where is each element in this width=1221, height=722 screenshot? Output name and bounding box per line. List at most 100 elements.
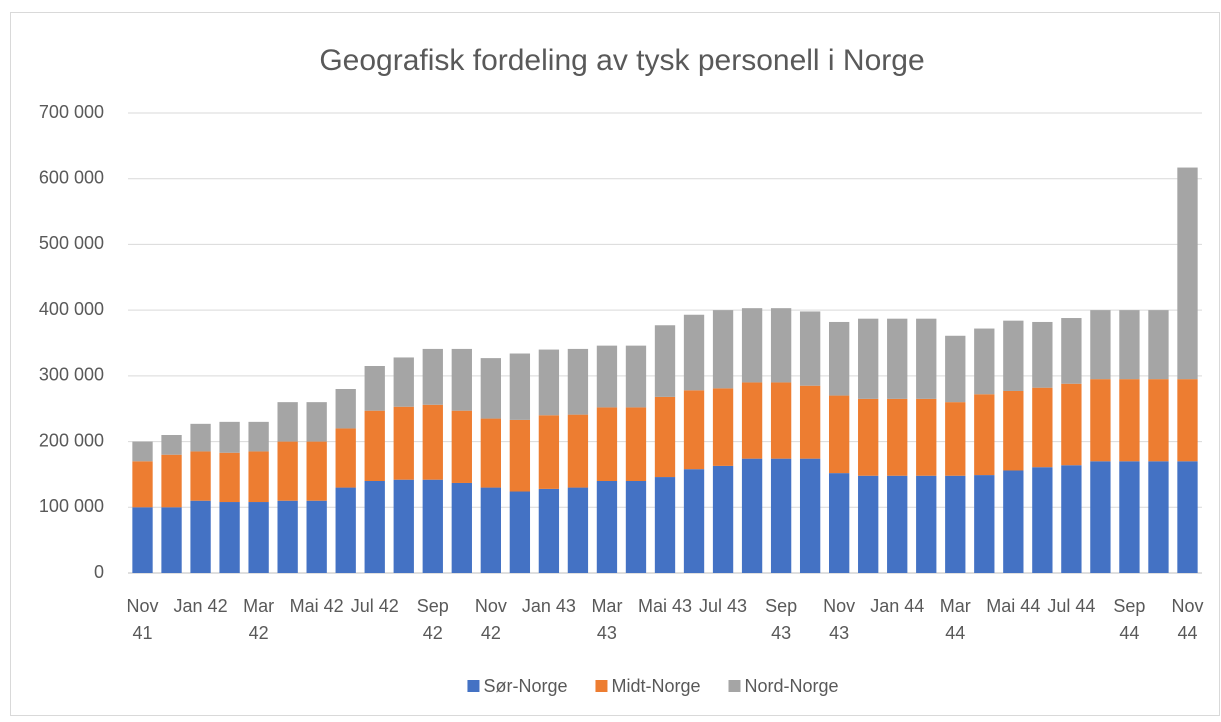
y-tick-label: 600 000 — [39, 167, 104, 187]
bar — [451, 482, 472, 573]
bar — [451, 348, 472, 411]
bar — [683, 469, 705, 573]
y-tick-label: 0 — [94, 562, 104, 582]
bar — [1003, 470, 1024, 573]
bar — [1032, 387, 1053, 468]
bar — [799, 385, 821, 459]
bar — [161, 507, 182, 573]
bar — [683, 390, 705, 470]
bar — [654, 325, 676, 397]
bar — [1090, 310, 1111, 380]
x-tick-label: Mai 44 — [986, 596, 1040, 616]
bar — [306, 402, 327, 442]
bar — [277, 500, 298, 573]
x-tick-label: Sep 42 — [417, 596, 449, 643]
y-tick-label: 400 000 — [39, 299, 104, 319]
bar — [1032, 321, 1053, 388]
bar — [1003, 320, 1024, 391]
bar — [799, 311, 821, 386]
bar — [132, 461, 153, 508]
x-tick-label: Jan 44 — [870, 596, 924, 616]
bar — [945, 335, 966, 403]
bar — [858, 398, 879, 476]
bar — [596, 481, 618, 573]
bar — [1061, 465, 1082, 573]
bar — [248, 451, 269, 503]
bar — [654, 396, 676, 478]
bar — [364, 410, 385, 481]
bar — [422, 348, 443, 405]
x-tick-label: Nov 44 — [1171, 596, 1203, 643]
bar — [132, 441, 153, 462]
bar — [1032, 467, 1053, 573]
bar — [277, 441, 298, 501]
bar — [306, 500, 327, 573]
bar — [219, 452, 240, 503]
bar — [480, 487, 501, 573]
bar — [422, 479, 443, 573]
bar — [190, 423, 211, 452]
x-tick-label: Mar 43 — [591, 596, 622, 643]
bar — [1090, 379, 1111, 462]
x-tick-label: Jul 44 — [1047, 596, 1095, 616]
bar — [625, 345, 647, 408]
x-tick-label: Mai 43 — [638, 596, 692, 616]
bar — [480, 358, 501, 419]
x-tick-label: Nov 42 — [475, 596, 507, 643]
bar — [248, 502, 269, 573]
x-tick-label: Jul 43 — [699, 596, 747, 616]
bar — [770, 308, 792, 383]
y-tick-label: 300 000 — [39, 365, 104, 385]
legend-swatch — [595, 680, 608, 692]
bar — [248, 421, 269, 452]
bar — [741, 458, 763, 573]
bar — [945, 402, 966, 476]
bar — [1148, 379, 1169, 462]
x-tick-label: Jan 42 — [174, 596, 228, 616]
bar — [451, 410, 472, 483]
bar — [625, 407, 647, 481]
y-tick-label: 700 000 — [39, 102, 104, 122]
legend-item: Sør-Norge — [467, 676, 567, 696]
bar — [161, 454, 182, 508]
bar — [567, 487, 589, 573]
bar — [567, 348, 589, 415]
bar — [887, 318, 908, 399]
bar — [945, 475, 966, 573]
x-tick-label: Mai 42 — [290, 596, 344, 616]
bar — [190, 451, 211, 501]
x-tick-label: Jul 42 — [351, 596, 399, 616]
bar — [306, 441, 327, 501]
bar — [829, 473, 850, 573]
bar — [829, 395, 850, 474]
bar — [1177, 461, 1198, 573]
bar — [741, 308, 763, 383]
bar — [161, 435, 182, 455]
bar — [741, 382, 763, 459]
x-tick-label: Sep 43 — [765, 596, 797, 643]
legend-item: Nord-Norge — [728, 676, 839, 696]
x-tick-label: Nov 43 — [823, 596, 855, 643]
bar — [887, 398, 908, 476]
bar — [393, 479, 414, 573]
bar — [538, 415, 560, 489]
bar — [422, 404, 443, 480]
bar — [1061, 383, 1082, 466]
bar — [1061, 318, 1082, 384]
bar — [1148, 461, 1169, 573]
x-tick-label: Mar 42 — [243, 596, 274, 643]
bar — [683, 314, 705, 391]
y-tick-label: 200 000 — [39, 430, 104, 450]
x-tick-label: Mar 44 — [940, 596, 971, 643]
bar — [219, 421, 240, 453]
bar — [335, 428, 356, 488]
bar — [393, 357, 414, 407]
bar — [858, 475, 879, 573]
x-tick-label: Nov 41 — [127, 596, 159, 643]
bar — [509, 353, 531, 420]
bar — [712, 388, 734, 466]
bar — [974, 475, 995, 573]
y-tick-label: 500 000 — [39, 233, 104, 253]
bar — [770, 382, 792, 459]
